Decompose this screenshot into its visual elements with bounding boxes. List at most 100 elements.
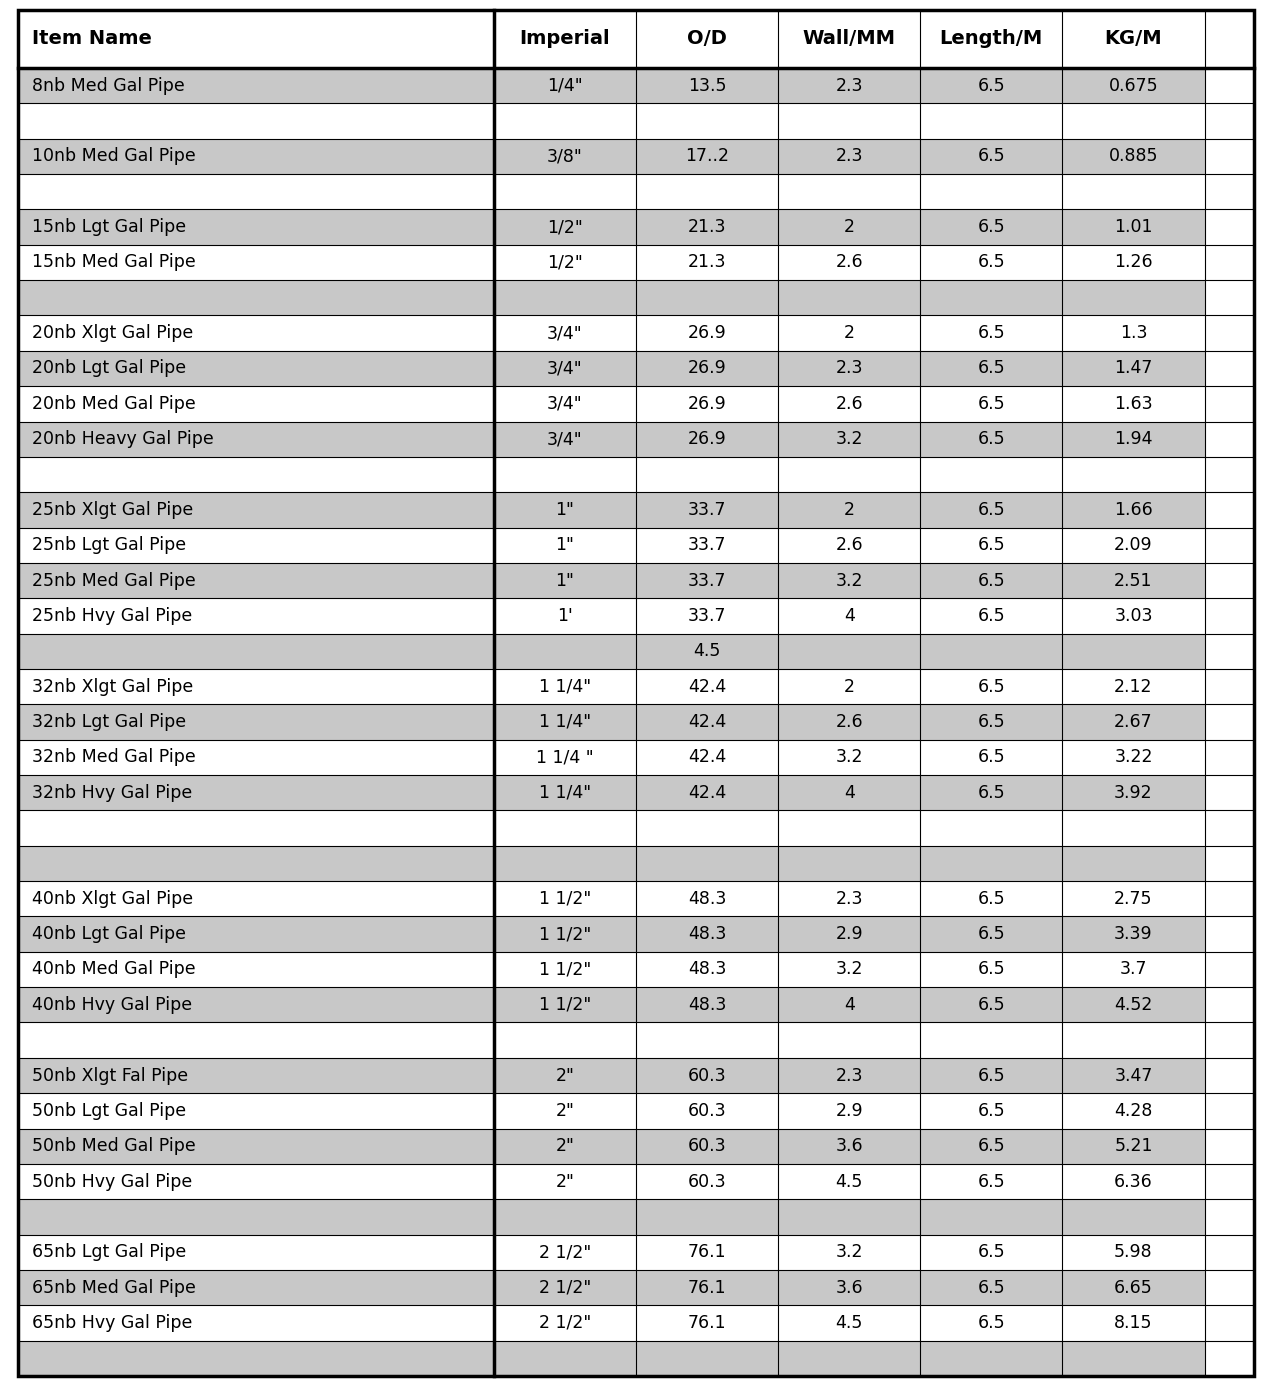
- Bar: [18, 1199, 494, 1235]
- Bar: [920, 351, 1062, 387]
- Text: 26.9: 26.9: [688, 395, 726, 413]
- Bar: [778, 421, 920, 457]
- Bar: [494, 139, 636, 175]
- Bar: [494, 316, 636, 351]
- Bar: [494, 1235, 636, 1270]
- Bar: [18, 209, 494, 245]
- Bar: [494, 68, 636, 104]
- Text: 40nb Med Gal Pipe: 40nb Med Gal Pipe: [32, 960, 196, 979]
- Text: 25nb Hvy Gal Pipe: 25nb Hvy Gal Pipe: [32, 607, 192, 625]
- Text: 25nb Lgt Gal Pipe: 25nb Lgt Gal Pipe: [32, 536, 186, 554]
- Text: 2: 2: [843, 500, 855, 518]
- Text: 50nb Xlgt Fal Pipe: 50nb Xlgt Fal Pipe: [32, 1066, 188, 1084]
- Text: 65nb Hvy Gal Pipe: 65nb Hvy Gal Pipe: [32, 1314, 192, 1332]
- Text: 4.5: 4.5: [836, 1173, 862, 1191]
- Bar: [18, 104, 494, 139]
- Bar: [18, 1235, 494, 1270]
- Bar: [1062, 1094, 1205, 1128]
- Text: 20nb Xlgt Gal Pipe: 20nb Xlgt Gal Pipe: [32, 324, 193, 342]
- Text: 6.5: 6.5: [978, 147, 1005, 165]
- Text: 1 1/2": 1 1/2": [539, 924, 591, 942]
- Bar: [636, 775, 778, 811]
- Bar: [636, 68, 778, 104]
- Bar: [18, 811, 494, 845]
- Bar: [1062, 563, 1205, 599]
- Bar: [778, 1164, 920, 1199]
- Text: 6.5: 6.5: [978, 324, 1005, 342]
- Bar: [778, 175, 920, 209]
- Text: 1': 1': [557, 607, 572, 625]
- Text: 32nb Med Gal Pipe: 32nb Med Gal Pipe: [32, 748, 196, 766]
- Bar: [1062, 987, 1205, 1023]
- Text: 6.5: 6.5: [978, 748, 1005, 766]
- Bar: [778, 633, 920, 669]
- Bar: [494, 669, 636, 704]
- Text: 25nb Med Gal Pipe: 25nb Med Gal Pipe: [32, 571, 196, 589]
- Bar: [920, 599, 1062, 633]
- Text: 33.7: 33.7: [688, 571, 726, 589]
- Text: 20nb Med Gal Pipe: 20nb Med Gal Pipe: [32, 395, 196, 413]
- Bar: [920, 669, 1062, 704]
- Text: 1.66: 1.66: [1114, 500, 1152, 518]
- Bar: [1062, 633, 1205, 669]
- Text: 2.6: 2.6: [836, 395, 862, 413]
- Bar: [778, 952, 920, 987]
- Bar: [18, 528, 494, 563]
- Text: 2.9: 2.9: [836, 924, 862, 942]
- Text: 4.5: 4.5: [836, 1314, 862, 1332]
- Text: 26.9: 26.9: [688, 324, 726, 342]
- Bar: [920, 633, 1062, 669]
- Bar: [636, 740, 778, 775]
- Bar: [778, 209, 920, 245]
- Text: 1 1/4 ": 1 1/4 ": [536, 748, 594, 766]
- Bar: [1062, 1199, 1205, 1235]
- Bar: [920, 387, 1062, 421]
- Bar: [1062, 916, 1205, 952]
- Bar: [1062, 175, 1205, 209]
- Text: 6.5: 6.5: [978, 500, 1005, 518]
- Text: 1": 1": [556, 536, 575, 554]
- Bar: [920, 1128, 1062, 1164]
- Bar: [920, 1023, 1062, 1058]
- Text: 42.4: 42.4: [688, 783, 726, 801]
- Bar: [1062, 1270, 1205, 1306]
- Bar: [778, 1340, 920, 1376]
- Bar: [18, 1023, 494, 1058]
- Bar: [920, 881, 1062, 916]
- Bar: [920, 1164, 1062, 1199]
- Text: 6.5: 6.5: [978, 1314, 1005, 1332]
- Bar: [494, 1164, 636, 1199]
- Bar: [1062, 811, 1205, 845]
- Bar: [18, 280, 494, 316]
- Bar: [18, 245, 494, 280]
- Bar: [18, 10, 494, 68]
- Bar: [18, 1058, 494, 1094]
- Bar: [920, 421, 1062, 457]
- Text: 6.36: 6.36: [1114, 1173, 1152, 1191]
- Text: 3.03: 3.03: [1114, 607, 1152, 625]
- Text: 2": 2": [556, 1066, 575, 1084]
- Bar: [494, 811, 636, 845]
- Bar: [494, 387, 636, 421]
- Bar: [778, 245, 920, 280]
- Bar: [18, 1306, 494, 1340]
- Bar: [494, 881, 636, 916]
- Bar: [778, 599, 920, 633]
- Text: 2": 2": [556, 1173, 575, 1191]
- Bar: [494, 704, 636, 740]
- Text: 33.7: 33.7: [688, 607, 726, 625]
- Text: 40nb Hvy Gal Pipe: 40nb Hvy Gal Pipe: [32, 995, 192, 1013]
- Text: 3.39: 3.39: [1114, 924, 1152, 942]
- Bar: [920, 68, 1062, 104]
- Bar: [494, 916, 636, 952]
- Bar: [494, 1340, 636, 1376]
- Text: 1.63: 1.63: [1114, 395, 1152, 413]
- Bar: [920, 457, 1062, 492]
- Text: 2.6: 2.6: [836, 712, 862, 730]
- Bar: [494, 1023, 636, 1058]
- Bar: [1062, 845, 1205, 881]
- Text: 32nb Xlgt Gal Pipe: 32nb Xlgt Gal Pipe: [32, 678, 193, 696]
- Bar: [636, 881, 778, 916]
- Text: 4.28: 4.28: [1114, 1102, 1152, 1120]
- Text: 6.5: 6.5: [978, 1138, 1005, 1155]
